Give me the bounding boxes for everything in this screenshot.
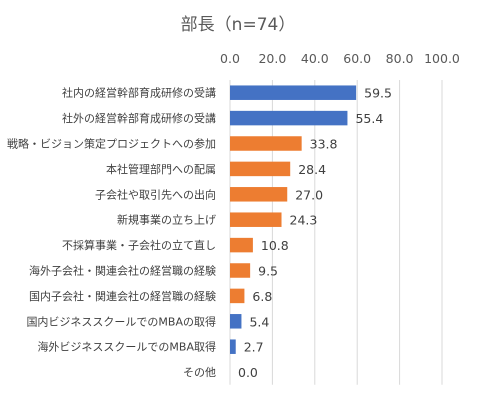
category-label: 本社管理部門への配属 xyxy=(106,162,216,176)
bar xyxy=(230,237,253,253)
value-label: 55.4 xyxy=(355,111,383,126)
bar xyxy=(230,314,242,329)
x-tick-label: 20.0 xyxy=(258,51,286,66)
x-tick-label: 100.0 xyxy=(424,51,460,66)
x-tick-label: 40.0 xyxy=(301,51,329,66)
bar xyxy=(230,263,251,278)
value-label: 9.5 xyxy=(258,264,278,279)
value-label: 33.8 xyxy=(310,137,338,152)
category-label: 戦略・ビジョン策定プロジェクトへの参加 xyxy=(7,137,216,151)
bar xyxy=(230,136,302,151)
value-label: 5.4 xyxy=(249,314,269,329)
category-label: 不採算事業・子会社の立て直し xyxy=(62,238,216,252)
category-label: 海外ビジネススクールでのMBA取得 xyxy=(37,340,216,354)
value-label: 0.0 xyxy=(238,365,258,380)
value-label: 27.0 xyxy=(295,187,323,202)
category-label: その他 xyxy=(183,366,216,379)
category-label: 社内の経営幹部育成研修の受講 xyxy=(62,86,216,100)
bar xyxy=(230,110,348,126)
category-label: 新規事業の立ち上げ xyxy=(117,213,216,227)
bars xyxy=(230,85,357,354)
value-label: 10.8 xyxy=(261,238,289,253)
value-label: 6.8 xyxy=(252,289,272,304)
value-label: 2.7 xyxy=(244,340,264,355)
x-tick-label: 0.0 xyxy=(220,51,240,66)
value-label: 24.3 xyxy=(290,213,318,228)
bar xyxy=(230,187,288,202)
x-tick-label: 60.0 xyxy=(343,51,371,66)
bar xyxy=(230,85,357,100)
gridlines xyxy=(229,80,443,385)
category-label: 国内子会社・関連会社の経営職の経験 xyxy=(29,289,216,303)
value-label: 59.5 xyxy=(364,86,392,101)
value-labels: 59.5 55.4 33.8 28.4 27.0 24.310.8 9.5 6.8 5.4 2.7… xyxy=(238,86,392,380)
bar xyxy=(230,212,282,227)
category-label: 国内ビジネススクールでのMBAの取得 xyxy=(26,314,216,328)
category-labels: 社内の経営幹部育成研修の受講社外の経営幹部育成研修の受講戦略・ビジョン策定プロジ… xyxy=(7,86,216,379)
bar xyxy=(230,339,236,354)
category-label: 子会社や取引先への出向 xyxy=(95,187,216,201)
category-label: 海外子会社・関連会社の経営職の経験 xyxy=(29,264,216,278)
x-axis-ticks: 0.0 20.0 40.0 60.0 80.0 100.0 xyxy=(220,51,460,66)
x-tick-label: 80.0 xyxy=(386,51,414,66)
bar xyxy=(230,161,291,177)
category-label: 社外の経営幹部育成研修の受講 xyxy=(62,111,216,125)
bar xyxy=(230,288,245,304)
chart-title: 部長（n=74） xyxy=(181,15,296,35)
value-label: 28.4 xyxy=(298,162,326,177)
